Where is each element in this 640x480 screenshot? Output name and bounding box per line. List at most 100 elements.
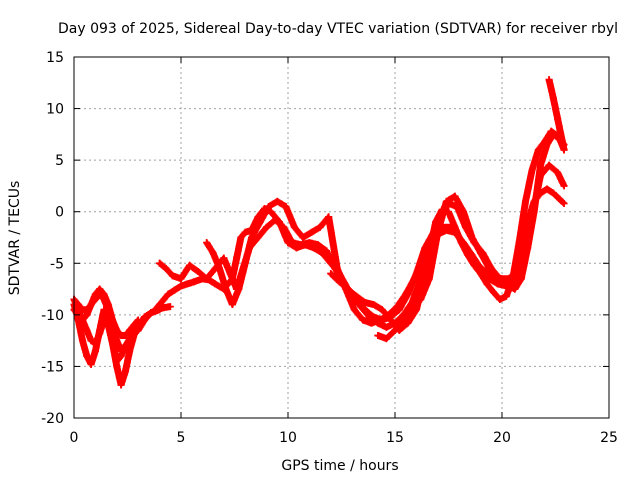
data-point — [280, 223, 288, 231]
data-point — [459, 208, 467, 216]
data-point — [489, 288, 497, 296]
data-point — [74, 301, 82, 309]
y-axis-label: SDTVAR / TECUs — [7, 181, 23, 296]
x-tick-label: 10 — [279, 430, 297, 446]
data-point — [361, 298, 369, 306]
data-point — [554, 169, 562, 177]
data-point — [216, 264, 224, 272]
data-point — [171, 286, 179, 294]
y-tick-label: 10 — [46, 102, 64, 118]
series-track-8 — [327, 127, 568, 334]
data-point — [130, 331, 138, 339]
data-point — [327, 270, 335, 278]
plot-frame — [73, 56, 610, 419]
data-point — [100, 295, 108, 303]
data-point — [87, 360, 95, 368]
data-point — [194, 268, 202, 276]
data-point — [560, 146, 568, 154]
data-point — [282, 203, 290, 211]
data-point — [357, 303, 365, 311]
data-point — [502, 280, 510, 288]
data-point — [235, 285, 243, 293]
data-point — [134, 316, 142, 324]
data-point — [370, 301, 378, 309]
data-point — [509, 275, 517, 283]
data-point — [113, 362, 121, 370]
data-point — [209, 249, 217, 257]
data-point — [265, 203, 273, 211]
data-point — [556, 195, 564, 203]
data-point — [468, 234, 476, 241]
data-point — [560, 199, 568, 207]
data-point — [126, 337, 134, 345]
data-point — [220, 254, 228, 262]
tick-layer: 0 5 10 15 20 25 -20 -15 -10 -5 0 5 10 15 — [41, 50, 618, 446]
data-point — [160, 295, 168, 303]
data-point — [391, 326, 399, 334]
data-point — [494, 275, 502, 283]
data-point — [477, 249, 485, 257]
data-point — [344, 285, 352, 293]
data-point — [325, 213, 333, 221]
y-tick-label: -20 — [41, 411, 64, 427]
data-point — [263, 223, 271, 231]
data-point — [400, 316, 408, 324]
data-point — [367, 319, 375, 327]
data-point — [156, 259, 164, 267]
data-point — [241, 228, 249, 236]
data-point — [248, 234, 256, 241]
data-point — [545, 161, 553, 169]
data-point — [352, 292, 360, 300]
data-point — [393, 303, 401, 311]
data-point — [382, 335, 390, 343]
data-point — [164, 290, 172, 298]
data-point — [560, 182, 568, 190]
x-tick-label: 25 — [600, 430, 618, 446]
data-point — [288, 239, 296, 247]
data-point — [91, 347, 99, 355]
data-point — [541, 138, 549, 146]
data-point — [256, 218, 264, 226]
x-tick-label: 5 — [177, 430, 186, 446]
data-point — [83, 352, 91, 360]
data-point — [290, 223, 298, 231]
chart-title: Day 093 of 2025, Sidereal Day-to-day VTE… — [58, 21, 618, 37]
data-point — [147, 309, 155, 317]
data-point — [87, 301, 95, 309]
data-point — [91, 340, 99, 348]
data-point — [273, 197, 281, 205]
data-point — [183, 280, 191, 288]
series-track-10 — [545, 76, 568, 154]
y-tick-label: 5 — [55, 153, 64, 169]
data-point — [378, 306, 386, 314]
data-point — [121, 342, 129, 350]
data-point — [121, 368, 129, 376]
data-point — [359, 316, 367, 324]
x-tick-label: 15 — [386, 430, 404, 446]
data-point — [451, 223, 459, 231]
data-point — [408, 306, 416, 314]
data-point — [305, 239, 313, 247]
data-point — [522, 197, 530, 205]
data-point — [104, 306, 112, 314]
data-point — [477, 270, 485, 278]
data-point — [203, 275, 211, 283]
data-point — [528, 166, 536, 174]
series-track-9 — [374, 192, 510, 343]
data-point — [222, 285, 230, 293]
data-point — [314, 241, 322, 249]
data-point — [156, 301, 164, 309]
data-point — [126, 347, 134, 355]
data-point — [113, 337, 121, 345]
data-point — [335, 278, 343, 286]
y-tick-label: -10 — [41, 308, 64, 324]
data-point — [387, 316, 395, 324]
data-point — [524, 244, 532, 252]
data-point — [177, 282, 185, 290]
data-point — [190, 278, 198, 286]
data-point — [126, 326, 134, 334]
data-point — [425, 275, 433, 283]
data-point — [502, 292, 510, 300]
data-point — [160, 304, 168, 312]
data-point — [442, 197, 450, 205]
